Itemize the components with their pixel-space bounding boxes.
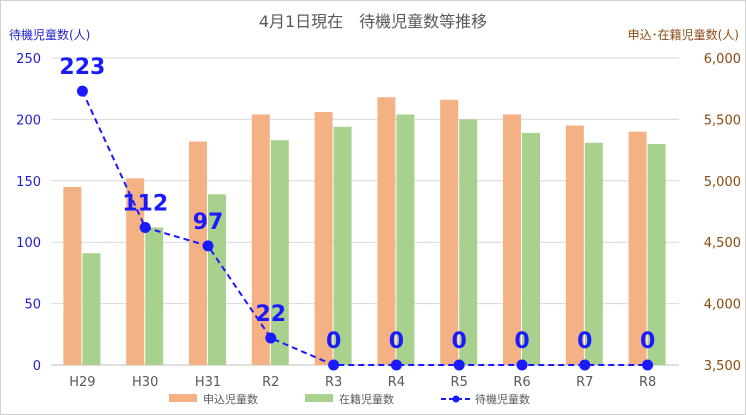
application-bar xyxy=(503,114,521,365)
chart-title: 4月1日現在 待機児童数等推移 xyxy=(259,12,487,31)
enrolled-bar xyxy=(459,119,478,366)
right-tick-label: 6,000 xyxy=(704,52,741,67)
waiting-data-label: 0 xyxy=(389,329,404,354)
enrolled-bar xyxy=(270,140,289,365)
left-tick-label: 0 xyxy=(33,359,41,374)
right-tick-label: 4,000 xyxy=(704,298,741,313)
waiting-point xyxy=(453,359,465,371)
waiting-data-label: 97 xyxy=(193,210,224,235)
left-axis-title: 待機児童数(人) xyxy=(9,27,90,42)
enrolled-bar xyxy=(145,227,164,365)
enrolled-bar xyxy=(396,114,415,365)
left-tick-label: 250 xyxy=(16,52,41,67)
waiting-data-label: 0 xyxy=(577,329,592,354)
application-bar xyxy=(251,114,270,365)
enrolled-bar xyxy=(522,132,540,365)
waiting-point xyxy=(516,359,528,371)
enrolled-bar xyxy=(647,143,666,365)
application-bar xyxy=(314,112,333,365)
right-tick-label: 5,500 xyxy=(704,113,741,128)
left-tick-label: 200 xyxy=(16,113,41,128)
application-bar xyxy=(440,99,459,365)
left-tick-label: 150 xyxy=(16,175,41,190)
x-tick-label: H31 xyxy=(195,375,221,390)
legend-swatch xyxy=(169,394,197,402)
waiting-point xyxy=(139,221,151,233)
bars xyxy=(63,97,666,366)
right-tick-label: 4,500 xyxy=(704,236,741,251)
legend-marker xyxy=(452,395,460,403)
waiting-line xyxy=(81,90,648,366)
left-tick-label: 100 xyxy=(16,236,41,251)
waiting-point xyxy=(579,359,591,371)
right-axis-title: 申込･在籍児童数(人) xyxy=(628,27,739,42)
x-tick-label: R8 xyxy=(639,375,656,390)
waiting-data-label: 223 xyxy=(59,55,105,80)
waiting-data-label: 0 xyxy=(452,329,467,354)
right-tick-label: 3,500 xyxy=(704,359,741,374)
waiting-point xyxy=(202,240,214,252)
x-tick-label: H30 xyxy=(132,375,158,390)
enrolled-bar xyxy=(584,142,603,365)
waiting-data-label: 112 xyxy=(122,191,168,216)
x-tick-label: R2 xyxy=(262,375,279,390)
waiting-point xyxy=(265,332,277,344)
application-bar xyxy=(565,125,584,365)
waiting-point xyxy=(328,359,340,371)
waiting-point xyxy=(390,359,402,371)
x-tick-label: R4 xyxy=(388,375,405,390)
x-tick-label: R7 xyxy=(576,375,593,390)
waiting-data-label: 22 xyxy=(255,302,286,327)
waiting-data-label: 0 xyxy=(640,329,655,354)
tick-labels: 0 3,500 50 4,000 100 4,500 150 5,000 200 5,500 250… xyxy=(16,52,741,390)
application-bar xyxy=(63,186,82,365)
application-bar xyxy=(628,131,647,365)
enrolled-bar xyxy=(333,126,352,365)
legend-label: 在籍児童数 xyxy=(339,392,394,406)
legend-label: 待機児童数 xyxy=(475,392,530,406)
x-tick-label: R6 xyxy=(513,375,530,390)
legend: 申込児童数 在籍児童数 待機児童数 xyxy=(169,392,530,406)
application-bar xyxy=(189,141,207,365)
right-tick-label: 5,000 xyxy=(704,175,741,190)
x-tick-label: R5 xyxy=(451,375,468,390)
application-bar xyxy=(377,97,396,366)
x-tick-label: R3 xyxy=(325,375,342,390)
legend-swatch xyxy=(305,394,333,402)
left-tick-label: 50 xyxy=(24,298,41,313)
x-tick-label: H29 xyxy=(69,375,95,390)
enrolled-bar xyxy=(82,253,101,365)
application-bar xyxy=(126,178,145,365)
waiting-point xyxy=(76,85,88,97)
waiting-data-label: 0 xyxy=(326,329,341,354)
enrolled-bar xyxy=(208,194,226,365)
line-series xyxy=(76,85,654,371)
data-labels: 223 112 97 22 0 0 0 0 0 0 xyxy=(59,55,655,354)
legend-label: 申込児童数 xyxy=(203,392,258,406)
waiting-point xyxy=(642,359,654,371)
waiting-data-label: 0 xyxy=(514,329,529,354)
